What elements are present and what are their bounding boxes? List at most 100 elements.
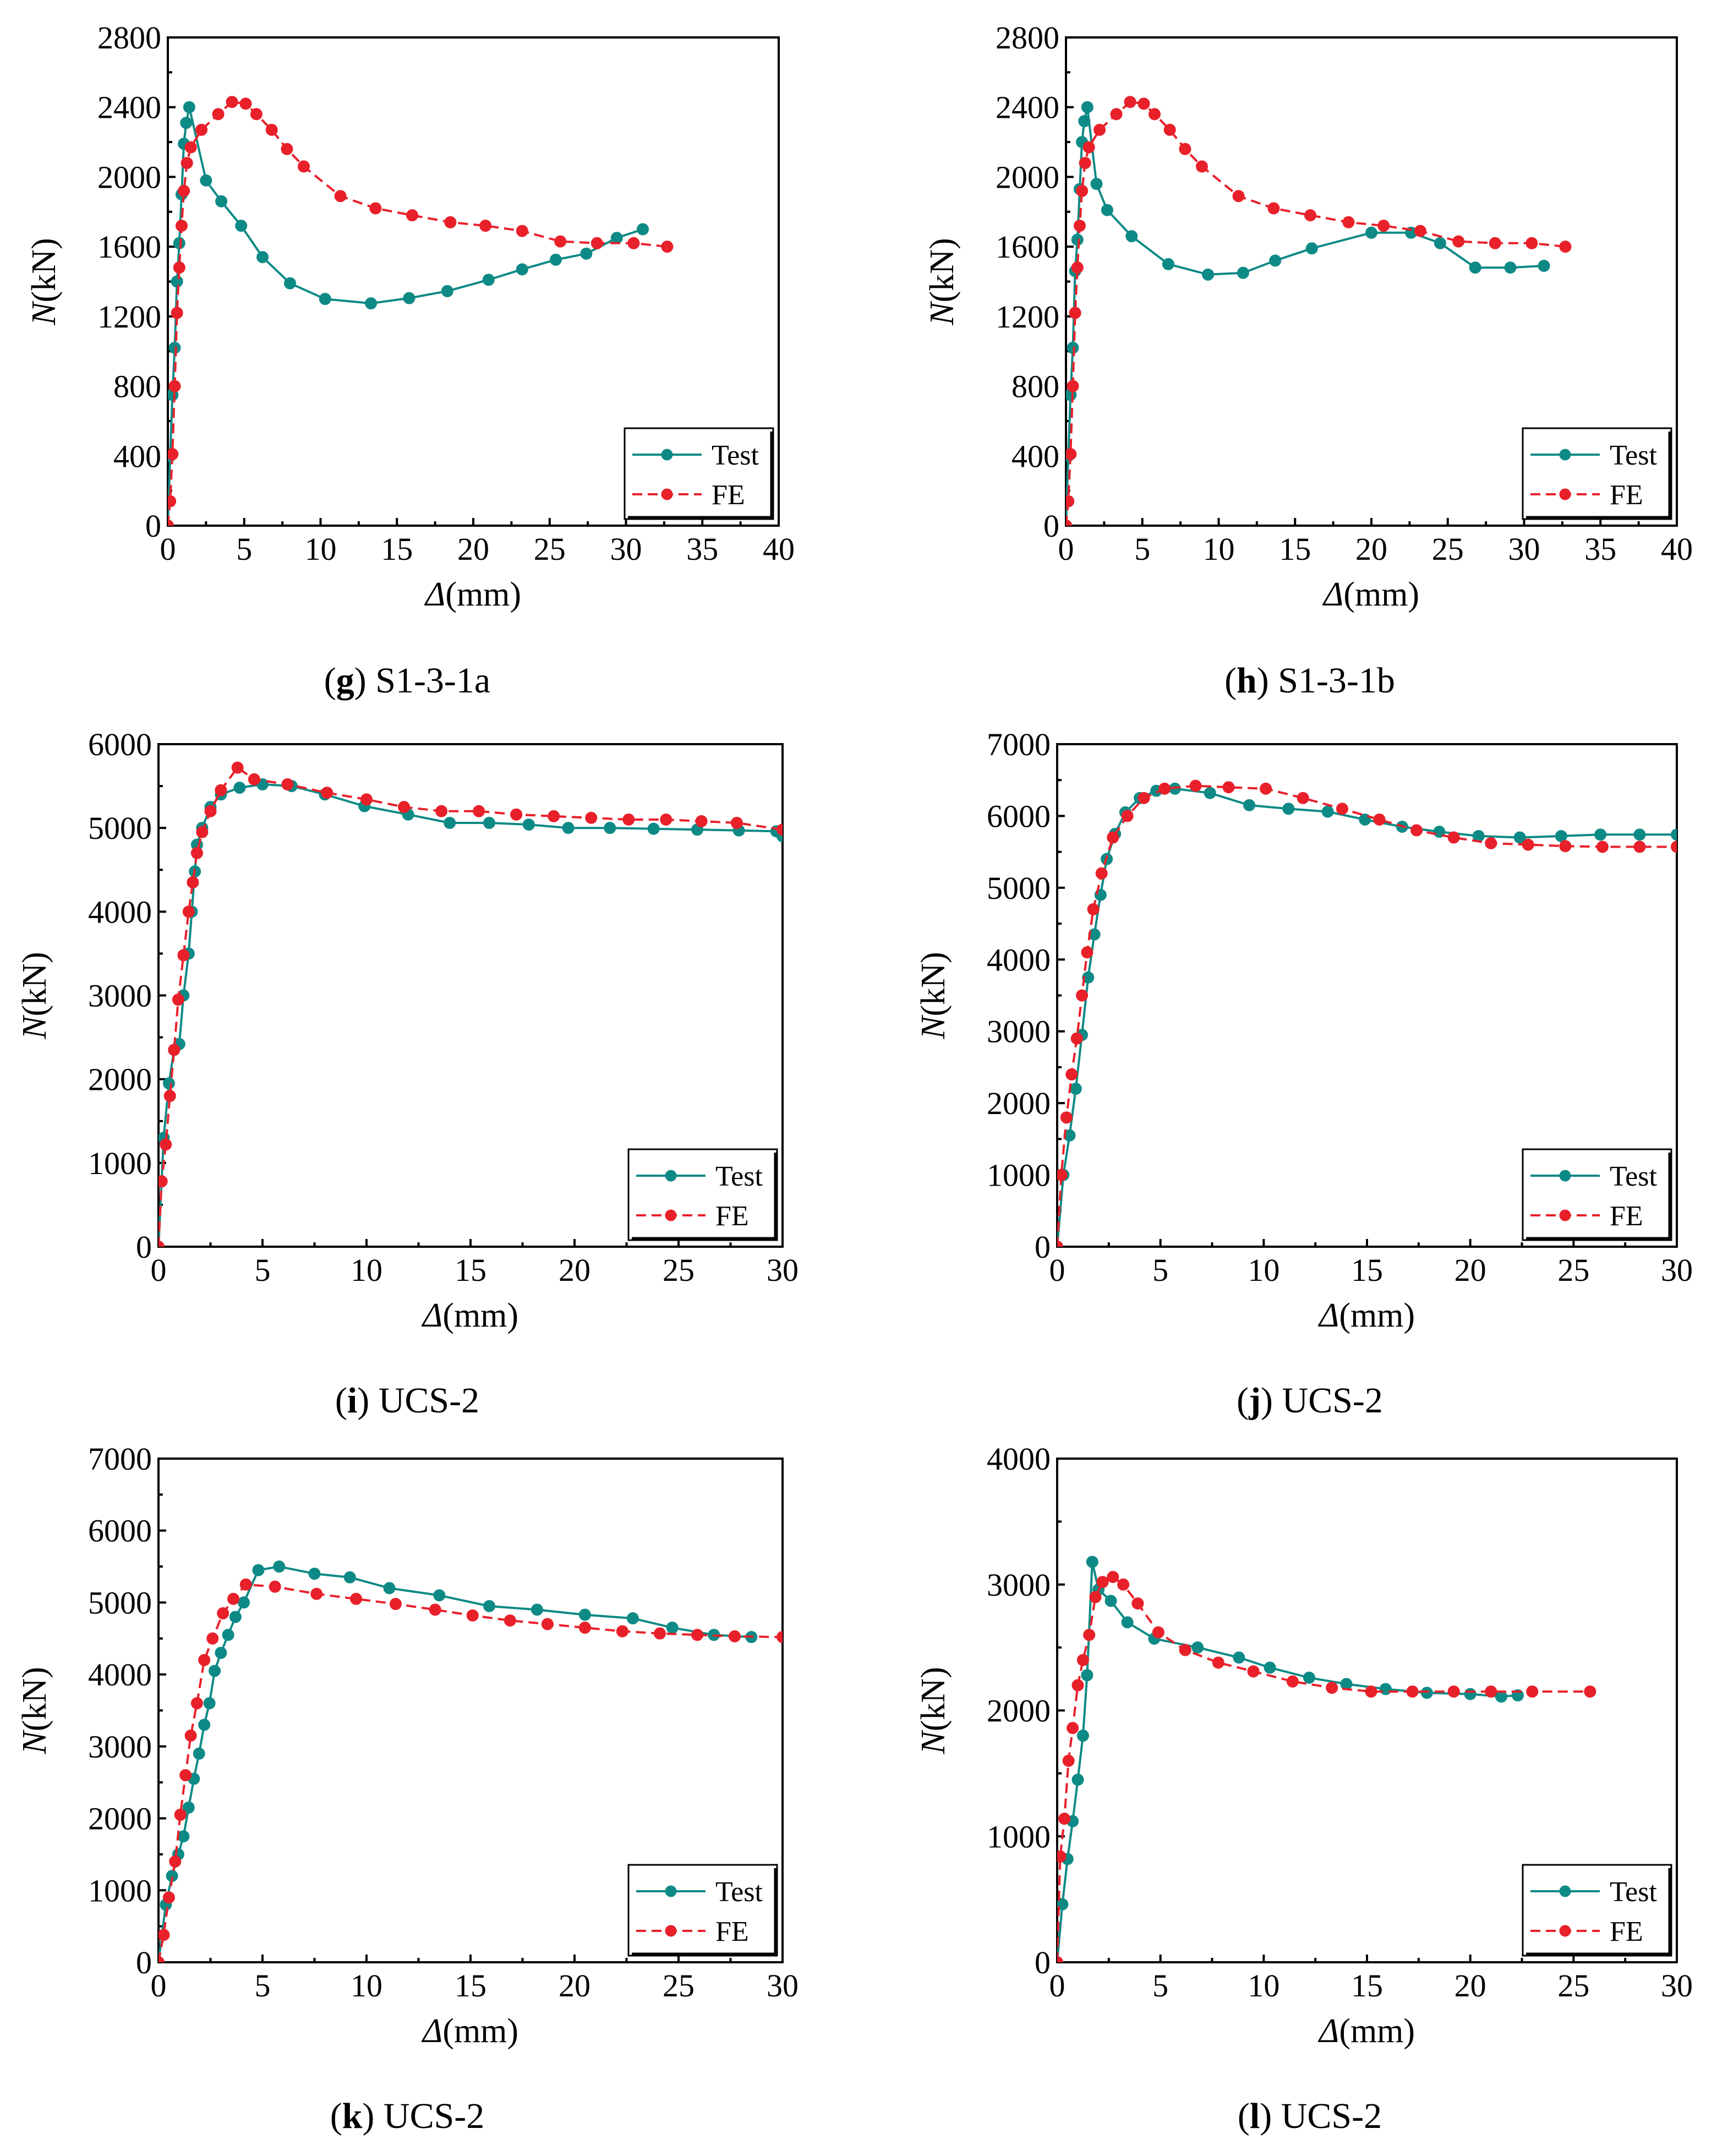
- data-point-fe: [429, 1603, 441, 1616]
- chart-panel-j: 0 5 10 15 20 25 30 0 1000 2000 3000 4000 5000 6000 700…: [915, 727, 1693, 1421]
- caption-text: ) UCS-2: [362, 2096, 484, 2136]
- legend: Test FE: [1522, 427, 1672, 520]
- data-point-test: [1071, 1773, 1084, 1786]
- legend: Test FE: [1522, 1864, 1672, 1957]
- y-tick-label: 1000: [88, 1873, 152, 1908]
- x-tick-label: 20: [1355, 531, 1387, 567]
- chart-panel-g: 0 5 10 15 20 25 30 35 40040080012001600200024002…: [25, 20, 795, 701]
- data-point-fe: [239, 97, 252, 110]
- data-point-test: [433, 1589, 446, 1602]
- data-point-fe: [1095, 867, 1108, 880]
- y-tick-label: 7000: [987, 727, 1051, 762]
- legend-label-test: Test: [715, 1876, 763, 1908]
- x-axis-symbol: Δ: [424, 576, 445, 613]
- x-tick-label: 5: [255, 1968, 271, 2004]
- data-point-fe: [1065, 1068, 1078, 1080]
- y-tick-label: 3000: [88, 1729, 152, 1765]
- y-tick-label: 3000: [987, 1014, 1051, 1050]
- data-point-test: [1202, 268, 1215, 281]
- panel-caption: (h) S1-3-1b: [1224, 661, 1395, 701]
- y-tick-label: 6000: [88, 1513, 152, 1549]
- caption-letter: g: [336, 661, 354, 701]
- data-point-fe: [444, 216, 457, 228]
- data-point-test: [1081, 101, 1093, 113]
- data-point-fe: [389, 1598, 402, 1611]
- data-point-test: [233, 782, 246, 794]
- data-point-fe: [1076, 989, 1089, 1002]
- plot-area: [158, 1560, 783, 1962]
- data-point-fe: [248, 773, 260, 785]
- data-point-test: [483, 1600, 496, 1612]
- legend: Test FE: [624, 427, 774, 520]
- legend-box: [627, 1148, 778, 1241]
- y-tick-label: 1600: [97, 229, 161, 265]
- data-point-test: [1237, 266, 1249, 279]
- legend-label-fe: FE: [715, 1200, 749, 1232]
- y-tick-label: 2000: [88, 1062, 152, 1098]
- data-point-fe: [227, 1592, 240, 1605]
- data-point-fe: [198, 1654, 211, 1666]
- data-point-test: [203, 1697, 216, 1710]
- x-tick-label: 0: [151, 1968, 167, 2004]
- data-point-test: [171, 275, 183, 288]
- data-point-fe: [1067, 1722, 1079, 1734]
- data-point-test: [1191, 1641, 1204, 1654]
- data-point-fe: [1559, 241, 1572, 253]
- data-point-test: [1379, 1683, 1392, 1695]
- x-tick-label: 15: [455, 1252, 486, 1288]
- data-point-fe: [163, 1090, 176, 1102]
- data-point-test: [1434, 237, 1446, 249]
- x-tick-label: 0: [151, 1252, 167, 1288]
- data-point-fe: [1247, 1665, 1260, 1678]
- data-point-fe: [1158, 782, 1171, 795]
- data-point-test: [1081, 1669, 1093, 1682]
- y-tick-label: 2800: [996, 20, 1059, 56]
- data-point-fe: [239, 1578, 252, 1591]
- data-point-fe: [190, 1697, 203, 1710]
- chart-panel-l: 0 5 10 15 20 25 30 0 1000 2000 3000 4000 Δ(mm) N(kN) T…: [915, 1441, 1693, 2136]
- data-point-fe: [168, 448, 179, 461]
- data-point-test: [1125, 230, 1138, 243]
- y-tick-label: 2400: [996, 90, 1059, 125]
- data-point-fe: [196, 826, 209, 838]
- data-point-test: [1269, 254, 1282, 267]
- y-tick-label: 0: [1035, 1945, 1051, 1980]
- data-point-fe: [1596, 840, 1609, 853]
- data-point-fe: [184, 141, 197, 154]
- data-point-test: [604, 822, 616, 834]
- data-point-test: [1538, 259, 1550, 272]
- legend-marker-fe: [665, 1209, 677, 1221]
- x-axis-title: Δ(mm): [1322, 576, 1419, 613]
- data-point-test: [1076, 1729, 1089, 1742]
- x-tick-label: 20: [457, 531, 489, 567]
- data-point-fe: [1067, 380, 1079, 392]
- y-axis-unit: (kN): [915, 1667, 952, 1731]
- data-point-fe: [1107, 1571, 1119, 1584]
- data-point-fe: [1336, 803, 1348, 815]
- series-line-fe: [1066, 101, 1566, 526]
- x-tick-label: 25: [1432, 531, 1464, 567]
- data-point-fe: [174, 1809, 187, 1821]
- y-tick-label: 400: [1011, 438, 1059, 474]
- x-tick-label: 30: [610, 531, 642, 567]
- data-point-fe: [184, 1729, 197, 1742]
- data-point-fe: [406, 209, 418, 222]
- data-point-fe: [1076, 184, 1089, 197]
- data-point-fe: [169, 1855, 182, 1868]
- caption-open: (: [1224, 661, 1237, 701]
- x-axis-symbol: Δ: [421, 1297, 442, 1334]
- data-point-fe: [226, 96, 238, 108]
- x-tick-label: 35: [686, 531, 718, 567]
- caption-letter: j: [1248, 1380, 1261, 1421]
- legend-box: [1522, 427, 1672, 520]
- data-point-fe: [1485, 1685, 1497, 1698]
- data-point-fe: [777, 1631, 783, 1644]
- data-point-test: [222, 1629, 234, 1641]
- x-tick-label: 25: [534, 531, 566, 567]
- y-tick-label: 1600: [996, 229, 1059, 265]
- data-point-fe: [215, 784, 227, 796]
- data-point-fe: [548, 810, 560, 822]
- x-tick-label: 30: [1661, 1252, 1693, 1288]
- x-tick-label: 40: [1661, 531, 1693, 567]
- data-point-fe: [1260, 782, 1272, 795]
